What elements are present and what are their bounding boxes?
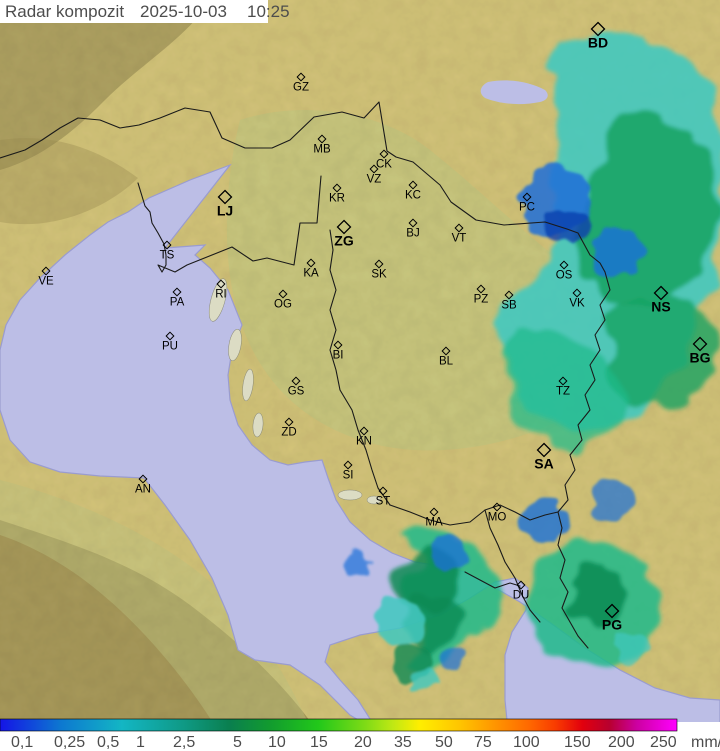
svg-text:BJ: BJ: [406, 228, 419, 240]
svg-text:10: 10: [268, 734, 286, 751]
svg-text:50: 50: [435, 734, 453, 751]
svg-text:LJ: LJ: [217, 202, 233, 218]
svg-text:VE: VE: [38, 276, 54, 288]
svg-text:DU: DU: [513, 590, 530, 602]
svg-text:20: 20: [354, 734, 372, 751]
svg-text:0,25: 0,25: [54, 734, 85, 751]
svg-text:BI: BI: [333, 350, 344, 362]
svg-text:KR: KR: [329, 193, 345, 205]
svg-text:150: 150: [564, 734, 591, 751]
svg-text:PZ: PZ: [474, 294, 489, 306]
svg-text:PC: PC: [519, 202, 535, 214]
svg-text:200: 200: [608, 734, 635, 751]
svg-text:Radar kompozit: Radar kompozit: [5, 2, 124, 21]
svg-text:BL: BL: [439, 356, 454, 368]
svg-text:AN: AN: [135, 484, 151, 496]
svg-text:SI: SI: [343, 470, 354, 482]
svg-text:250: 250: [650, 734, 677, 751]
svg-text:ST: ST: [376, 496, 391, 508]
svg-text:GS: GS: [288, 386, 305, 398]
svg-text:TS: TS: [160, 250, 175, 262]
svg-text:100: 100: [513, 734, 540, 751]
svg-text:SB: SB: [501, 300, 517, 312]
svg-text:BD: BD: [588, 34, 608, 50]
svg-text:GZ: GZ: [293, 82, 309, 94]
svg-text:PU: PU: [162, 341, 178, 353]
svg-text:mm/h: mm/h: [691, 734, 720, 751]
svg-text:MO: MO: [488, 512, 507, 524]
svg-text:ZD: ZD: [281, 427, 296, 439]
svg-text:NS: NS: [651, 298, 670, 314]
svg-text:PA: PA: [170, 297, 185, 309]
svg-text:OS: OS: [556, 270, 573, 282]
svg-text:RI: RI: [215, 289, 227, 301]
svg-text:SK: SK: [371, 269, 387, 281]
svg-text:SA: SA: [534, 455, 553, 471]
svg-text:75: 75: [474, 734, 492, 751]
svg-text:0,1: 0,1: [11, 734, 33, 751]
svg-text:2,5: 2,5: [173, 734, 195, 751]
svg-text:10:25: 10:25: [247, 2, 290, 21]
svg-text:TZ: TZ: [556, 386, 570, 398]
svg-text:MA: MA: [425, 517, 443, 529]
svg-text:0,5: 0,5: [97, 734, 119, 751]
svg-text:35: 35: [394, 734, 412, 751]
svg-text:KA: KA: [303, 268, 319, 280]
svg-text:BG: BG: [690, 349, 711, 365]
svg-text:15: 15: [310, 734, 328, 751]
svg-text:MB: MB: [313, 144, 331, 156]
svg-text:2025-10-03: 2025-10-03: [140, 2, 227, 21]
svg-text:KC: KC: [405, 190, 421, 202]
svg-text:1: 1: [136, 734, 145, 751]
svg-text:VT: VT: [452, 233, 467, 245]
svg-text:OG: OG: [274, 299, 292, 311]
svg-text:ZG: ZG: [334, 232, 354, 248]
svg-text:VK: VK: [569, 298, 585, 310]
svg-text:VZ: VZ: [367, 174, 382, 186]
svg-text:CK: CK: [376, 159, 392, 171]
svg-text:5: 5: [233, 734, 242, 751]
svg-text:PG: PG: [602, 616, 622, 632]
svg-text:KN: KN: [356, 436, 372, 448]
